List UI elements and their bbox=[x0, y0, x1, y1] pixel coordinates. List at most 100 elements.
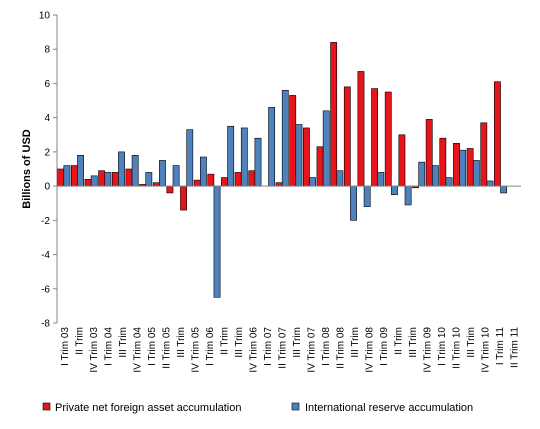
bar-reserve bbox=[377, 172, 385, 187]
bar-reserve bbox=[159, 160, 166, 187]
bar-private bbox=[384, 91, 392, 187]
x-tick-label: II Trim bbox=[74, 327, 85, 355]
y-axis-ticks: -8 -6 -4 -2 0 2 4 6 8 10 bbox=[39, 11, 57, 330]
bar-private bbox=[330, 42, 338, 187]
bar-reserve bbox=[336, 170, 344, 187]
bar-reserve bbox=[77, 155, 84, 187]
x-tick-label: III Trim bbox=[234, 327, 245, 358]
legend-label-private: Private net foreign asset accumulation bbox=[55, 402, 242, 414]
bar-private bbox=[98, 170, 106, 187]
x-tick-label: II Trim 05 bbox=[161, 327, 172, 369]
x-tick-label: III Trim bbox=[466, 327, 477, 358]
axes bbox=[56, 15, 521, 323]
x-tick-label: II Trim bbox=[393, 327, 404, 355]
bar-reserve bbox=[118, 151, 125, 187]
x-tick-label: I Trim 07 bbox=[263, 327, 274, 366]
y-tick-label: 4 bbox=[44, 113, 50, 124]
x-tick-label: I Trim 03 bbox=[60, 327, 71, 366]
bar-reserve bbox=[186, 129, 194, 187]
bar-reserve bbox=[445, 177, 453, 187]
bar-private bbox=[221, 177, 228, 187]
bar-private bbox=[234, 172, 242, 187]
bar-private bbox=[207, 173, 215, 187]
x-tick-label: IV Trim 07 bbox=[306, 327, 317, 373]
bar-reserve bbox=[404, 185, 412, 206]
y-tick-label: 2 bbox=[44, 147, 50, 158]
x-tick-label: IV Trim 09 bbox=[422, 327, 433, 373]
x-tick-label: I Trim 11 bbox=[495, 327, 506, 366]
bar-reserve bbox=[227, 125, 235, 187]
bar-reserve bbox=[199, 156, 207, 187]
bar-reserve bbox=[131, 155, 139, 187]
x-tick-label: I Trim 05 bbox=[147, 327, 158, 366]
bar-reserve bbox=[213, 185, 221, 298]
bar-reserve bbox=[391, 185, 398, 195]
bar-private bbox=[357, 71, 365, 187]
y-tick-label: 8 bbox=[44, 45, 50, 56]
bar-reserve bbox=[63, 165, 71, 187]
x-tick-label: III Trim bbox=[408, 327, 419, 358]
x-tick-label: II Trim 11 bbox=[509, 327, 520, 368]
y-tick-label: -2 bbox=[41, 216, 50, 227]
legend: Private net foreign asset accumulation I… bbox=[42, 402, 473, 414]
bar-private bbox=[371, 88, 379, 187]
bar-private bbox=[248, 170, 256, 187]
y-tick-label: 6 bbox=[44, 79, 50, 90]
bar-private bbox=[84, 178, 92, 187]
bar-reserve bbox=[90, 175, 98, 187]
legend-swatch-private bbox=[42, 402, 51, 411]
x-tick-label: III Trim bbox=[350, 327, 361, 358]
x-axis-ticks: I Trim 03 II Trim IV Trim 03 I Trim 04 III T… bbox=[60, 327, 521, 373]
x-tick-label: IV Trim 06 bbox=[248, 327, 259, 373]
bars bbox=[57, 42, 508, 298]
y-tick-label: -6 bbox=[41, 284, 50, 295]
x-tick-label: IV Trim 08 bbox=[364, 327, 375, 373]
bar-reserve bbox=[418, 161, 426, 187]
bar-reserve bbox=[309, 177, 316, 187]
x-tick-label: IV Trim 04 bbox=[132, 327, 143, 373]
x-tick-label: IV Trim 03 bbox=[89, 327, 100, 373]
x-tick-label: II Trim 08 bbox=[335, 327, 346, 369]
bar-private bbox=[343, 86, 351, 187]
bar-reserve bbox=[322, 110, 330, 187]
x-tick-label: II Trim 10 bbox=[451, 327, 462, 369]
y-tick-label: -8 bbox=[41, 319, 50, 330]
x-tick-label: I Trim 04 bbox=[103, 327, 114, 366]
bar-reserve bbox=[486, 180, 494, 187]
x-tick-label: I Trim 09 bbox=[379, 327, 390, 366]
x-tick-label: II Trim bbox=[219, 327, 230, 355]
bar-reserve bbox=[472, 160, 480, 187]
bar-private bbox=[193, 179, 201, 187]
bar-reserve bbox=[268, 107, 276, 187]
bar-reserve bbox=[145, 172, 153, 187]
bar-reserve bbox=[295, 124, 303, 187]
x-tick-label: I Trim 10 bbox=[437, 327, 448, 366]
bar-reserve bbox=[431, 165, 439, 187]
bar-private bbox=[494, 81, 501, 187]
y-axis-title-group: Billions of USD bbox=[21, 129, 33, 209]
y-tick-label: -4 bbox=[41, 250, 50, 261]
bar-reserve bbox=[254, 137, 262, 187]
bar-reserve bbox=[500, 185, 508, 194]
bar-private bbox=[480, 122, 488, 187]
legend-label-reserve: International reserve accumulation bbox=[305, 402, 473, 414]
bar-private bbox=[57, 168, 65, 187]
bar-private bbox=[425, 119, 433, 187]
bar-private bbox=[398, 134, 406, 187]
x-tick-label: III Trim bbox=[292, 327, 303, 358]
bar-private bbox=[466, 148, 474, 187]
bar-private bbox=[166, 185, 174, 194]
x-tick-label: II Trim 07 bbox=[277, 327, 288, 369]
x-tick-label: I Trim 06 bbox=[205, 327, 216, 366]
bar-reserve bbox=[104, 172, 112, 187]
bar-private bbox=[180, 185, 187, 211]
bar-private bbox=[125, 168, 133, 187]
y-axis-title: Billions of USD bbox=[21, 129, 33, 209]
bar-private bbox=[439, 137, 447, 187]
y-tick-label: 0 bbox=[44, 182, 50, 193]
bar-reserve bbox=[459, 149, 467, 187]
bar-private bbox=[453, 143, 460, 187]
x-tick-label: IV Trim 10 bbox=[480, 327, 491, 373]
x-tick-label: III Trim bbox=[176, 327, 187, 358]
